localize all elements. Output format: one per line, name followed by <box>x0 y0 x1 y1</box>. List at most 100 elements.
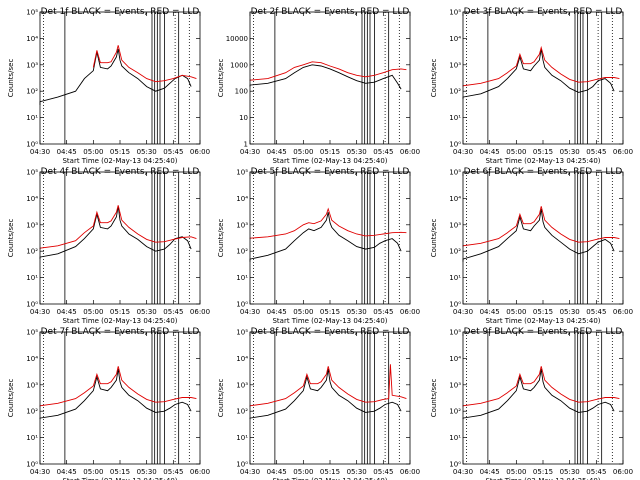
x-tick-label: 05:45 <box>373 308 393 316</box>
y-tick-label: 10⁰ <box>449 141 461 149</box>
events-series-line <box>249 368 402 420</box>
y-axis-label: Counts/sec <box>217 59 225 98</box>
x-tick-label: 05:30 <box>137 148 157 156</box>
x-tick-label: 06:00 <box>613 468 633 476</box>
panel-4: 04:30 04:45 05:00 05:15 05:30 05:45 06:00 10⁰ 10… <box>7 167 210 325</box>
y-axis-label: Counts/sec <box>430 379 438 418</box>
y-tick-label: 10⁵ <box>236 169 248 177</box>
y-tick-label: 10⁵ <box>26 329 38 337</box>
x-axis-label: Start Time (02-May-13 04:25:40) <box>485 317 600 325</box>
y-tick-label: 10³ <box>26 381 38 389</box>
x-tick-label: 05:30 <box>347 148 367 156</box>
x-tick-label: 05:45 <box>373 468 393 476</box>
x-tick-label: 05:30 <box>560 148 580 156</box>
x-tick-label: 05:15 <box>110 148 130 156</box>
x-tick-label: 04:30 <box>30 468 50 476</box>
panel-title: Det 4f BLACK = Events, RED = LLD <box>41 167 200 177</box>
y-tick-label: 10⁵ <box>449 9 461 17</box>
x-tick-label: 06:00 <box>613 308 633 316</box>
x-axis-label: Start Time (02-May-13 04:25:40) <box>485 477 600 480</box>
y-tick-label: 10000 <box>226 35 248 43</box>
panel-7: 04:30 04:45 05:00 05:15 05:30 05:45 06:00 10⁰ 10… <box>7 327 210 480</box>
x-tick-label: 05:00 <box>83 148 103 156</box>
events-series-line <box>249 212 402 262</box>
lld-series-line <box>249 364 407 407</box>
x-tick-label: 05:45 <box>163 308 183 316</box>
panel-title: Det 6f BLACK = Events, RED = LLD <box>464 167 623 177</box>
x-tick-label: 05:30 <box>347 468 367 476</box>
y-tick-label: 10² <box>26 248 38 256</box>
events-series-line <box>39 368 192 420</box>
y-tick-label: 10⁴ <box>236 195 248 203</box>
y-tick-label: 10³ <box>26 221 38 229</box>
y-tick-label: 10³ <box>449 381 461 389</box>
y-tick-label: 10³ <box>26 61 38 69</box>
y-tick-label: 10⁵ <box>26 169 38 177</box>
y-axis-label: Counts/sec <box>7 59 15 98</box>
y-tick-label: 10⁰ <box>26 141 38 149</box>
x-tick-label: 05:15 <box>533 308 553 316</box>
x-axis-label: Start Time (02-May-13 04:25:40) <box>62 157 177 165</box>
x-tick-label: 06:00 <box>400 468 420 476</box>
panel-8: 04:30 04:45 05:00 05:15 05:30 05:45 06:00 10⁰ 10… <box>217 327 420 480</box>
y-tick-label: 10⁴ <box>26 195 38 203</box>
x-tick-label: 04:45 <box>57 468 77 476</box>
x-tick-label: 05:15 <box>110 468 130 476</box>
panel-title: Det 8f BLACK = Events, RED = LLD <box>251 327 410 337</box>
panel-title: Det 3f BLACK = Events, RED = LLD <box>464 7 623 17</box>
lld-series-line <box>462 45 620 87</box>
y-tick-label: 10⁰ <box>26 301 38 309</box>
y-tick-label: 100 <box>235 88 248 96</box>
x-tick-label: 05:45 <box>373 148 393 156</box>
y-tick-label: 10⁴ <box>26 35 38 43</box>
y-tick-label: 10⁵ <box>26 9 38 17</box>
panel-2: 04:30 04:45 05:00 05:15 05:30 05:45 06:00 1 10 10… <box>217 7 420 165</box>
x-tick-label: 05:00 <box>506 308 526 316</box>
y-tick-label: 10⁰ <box>26 461 38 469</box>
x-tick-label: 05:15 <box>320 308 340 316</box>
x-tick-label: 05:00 <box>293 468 313 476</box>
lld-series-line <box>39 366 197 407</box>
y-tick-label: 10² <box>26 408 38 416</box>
x-tick-label: 04:30 <box>240 468 260 476</box>
y-tick-label: 10⁰ <box>449 461 461 469</box>
panel-title: Det 2f BLACK = Events, RED = LLD <box>251 7 410 17</box>
x-axis-label: Start Time (02-May-13 04:25:40) <box>62 317 177 325</box>
x-tick-label: 05:15 <box>320 468 340 476</box>
y-tick-label: 10¹ <box>26 114 38 122</box>
y-tick-label: 10⁰ <box>236 461 248 469</box>
x-tick-label: 05:45 <box>163 148 183 156</box>
x-tick-label: 05:45 <box>586 148 606 156</box>
lld-series-line <box>249 61 407 81</box>
y-tick-label: 10⁵ <box>236 329 248 337</box>
y-tick-label: 10⁴ <box>236 355 248 363</box>
x-tick-label: 05:15 <box>110 308 130 316</box>
x-tick-label: 04:45 <box>480 148 500 156</box>
events-series-line <box>462 368 615 420</box>
plot-frame <box>462 171 624 305</box>
lld-series-line <box>39 205 197 250</box>
lld-series-line <box>462 206 620 247</box>
y-tick-label: 10¹ <box>236 274 248 282</box>
x-tick-label: 06:00 <box>400 308 420 316</box>
y-axis-label: Counts/sec <box>7 219 15 258</box>
events-series-line <box>249 64 402 90</box>
events-series-line <box>462 48 615 100</box>
y-tick-label: 10³ <box>449 61 461 69</box>
y-tick-label: 10⁴ <box>449 195 461 203</box>
x-tick-label: 04:45 <box>480 308 500 316</box>
y-tick-label: 10² <box>236 408 248 416</box>
plot-frame <box>462 11 624 145</box>
x-tick-label: 04:30 <box>453 468 473 476</box>
y-tick-label: 10¹ <box>26 434 38 442</box>
x-axis-label: Start Time (02-May-13 04:25:40) <box>485 157 600 165</box>
x-tick-label: 06:00 <box>613 148 633 156</box>
x-tick-label: 04:30 <box>30 148 50 156</box>
y-tick-label: 1 <box>244 141 248 149</box>
y-tick-label: 10¹ <box>449 274 461 282</box>
lld-series-line <box>249 207 407 239</box>
y-tick-label: 10⁴ <box>26 355 38 363</box>
panel-6: 04:30 04:45 05:00 05:15 05:30 05:45 06:00 10⁰ 10… <box>430 167 633 325</box>
x-tick-label: 04:30 <box>453 148 473 156</box>
x-axis-label: Start Time (02-May-13 04:25:40) <box>272 157 387 165</box>
